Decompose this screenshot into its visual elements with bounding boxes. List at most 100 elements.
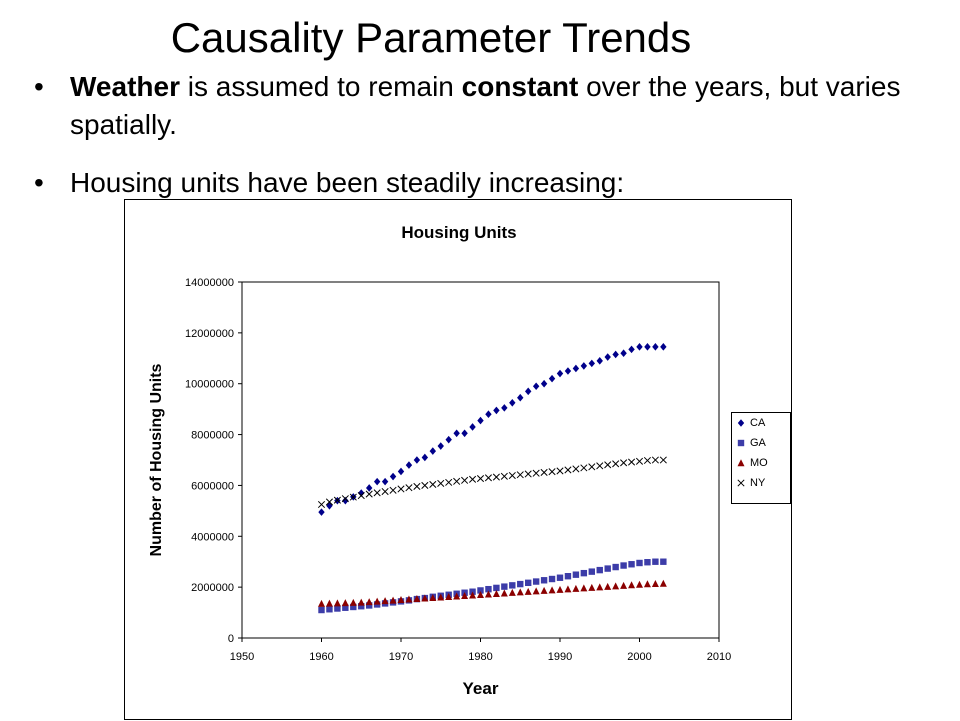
data-point-mo — [469, 591, 477, 599]
data-point-mo — [333, 599, 341, 607]
data-point-ny — [659, 456, 667, 464]
data-point-mo — [612, 582, 620, 590]
data-point-mo — [421, 594, 429, 602]
data-point-mo — [564, 585, 572, 593]
data-point-ny — [524, 470, 532, 478]
data-point-ga — [501, 583, 508, 590]
data-point-ca — [588, 359, 595, 368]
data-point-mo — [492, 589, 500, 597]
data-point-ny — [317, 500, 326, 509]
data-point-ca — [525, 387, 532, 396]
data-point-ny — [389, 486, 397, 494]
data-point-ny — [564, 466, 572, 474]
legend-label-ny: NY — [750, 477, 766, 489]
data-point-ga — [493, 584, 500, 592]
x-tick-label: 1980 — [468, 651, 492, 663]
data-point-ga — [636, 559, 643, 567]
data-point-mo — [596, 583, 604, 591]
bullet-weather-text: Weather is assumed to remain constant ov… — [70, 68, 914, 144]
data-point-ny-stroke — [445, 478, 453, 486]
x-tick-label: 1960 — [309, 651, 333, 663]
data-point-ga — [556, 574, 564, 581]
data-point-ny — [373, 489, 381, 497]
data-point-ca — [381, 477, 389, 486]
data-point-ny-stroke — [651, 456, 659, 464]
legend-marker-shape-ga — [737, 439, 745, 447]
data-point-ny — [643, 456, 652, 465]
data-point-ny-stroke — [421, 481, 429, 489]
data-point-ny-stroke — [524, 470, 532, 478]
data-point-ca — [596, 357, 603, 365]
data-point-ny-stroke — [635, 457, 644, 465]
data-point-ga — [564, 573, 572, 580]
legend-marker-ga — [737, 439, 745, 447]
data-point-ny-stroke — [620, 459, 628, 467]
bullet-weather-part-2: constant — [461, 71, 579, 102]
data-point-ca — [397, 467, 405, 476]
data-point-ny — [588, 463, 596, 471]
data-point-ca — [501, 404, 508, 412]
data-point-mo — [548, 586, 556, 594]
data-point-mo — [628, 581, 636, 589]
data-point-ny — [635, 457, 644, 465]
data-point-ca — [628, 345, 635, 354]
data-point-mo — [413, 595, 421, 603]
data-point-ny-stroke — [413, 482, 421, 490]
data-point-mo — [556, 585, 564, 593]
data-point-ny — [341, 495, 349, 503]
data-point-mo — [500, 589, 508, 597]
y-tick-label: 4000000 — [191, 531, 234, 543]
data-point-ny-stroke — [484, 474, 493, 482]
data-point-ny-stroke — [612, 460, 620, 468]
data-point-ca — [358, 489, 365, 497]
data-point-ny — [508, 471, 516, 480]
data-point-ny-stroke — [588, 463, 596, 471]
data-point-ca — [644, 343, 651, 351]
data-point-mo — [397, 596, 405, 604]
data-point-ny — [572, 465, 580, 473]
legend-marker-ny — [737, 479, 745, 487]
data-point-ny — [421, 481, 429, 489]
data-point-mo — [373, 597, 381, 605]
data-point-ny — [325, 498, 334, 506]
data-point-ga — [517, 580, 524, 588]
legend-marker-shape-mo — [737, 459, 745, 467]
data-point-ga — [644, 559, 651, 566]
data-point-ny — [492, 473, 500, 481]
data-point-mo — [643, 580, 651, 588]
data-point-ny-stroke — [373, 489, 381, 497]
data-point-mo — [484, 590, 492, 598]
slide-title: Causality Parameter Trends — [170, 14, 692, 61]
data-point-mo — [341, 599, 349, 607]
y-tick-label: 10000000 — [185, 379, 234, 391]
data-point-ga — [532, 578, 540, 585]
data-point-ga — [525, 579, 532, 587]
legend-item-mo: MO — [732, 453, 790, 473]
legend-label-mo: MO — [750, 457, 768, 469]
data-point-mo — [524, 587, 532, 595]
legend-marker-shape-ny-stroke — [737, 479, 745, 487]
y-tick-label: 8000000 — [191, 430, 234, 442]
data-point-ny-stroke — [556, 467, 564, 475]
bullet-dot: • — [34, 167, 44, 198]
data-point-mo — [604, 582, 612, 590]
data-point-ny — [556, 467, 564, 475]
y-tick-label: 6000000 — [191, 480, 234, 492]
data-point-ca — [652, 343, 659, 351]
data-point-ca — [437, 442, 444, 450]
y-tick-label: 14000000 — [185, 277, 234, 289]
data-point-ny — [461, 476, 469, 484]
data-point-ga — [580, 569, 588, 577]
data-point-mo — [429, 594, 437, 602]
data-point-ny-stroke — [492, 473, 500, 481]
data-point-ny-stroke — [500, 472, 508, 480]
data-point-mo — [651, 580, 659, 588]
data-point-ca — [342, 496, 349, 505]
chart-canvas: Housing Units 0 2000000 4000000 6000000 80000… — [148, 223, 731, 698]
data-point-ny-stroke — [365, 490, 373, 498]
data-point-ca — [469, 423, 476, 431]
data-point-mo — [659, 579, 667, 587]
data-point-mo — [437, 593, 445, 601]
data-point-ny-stroke — [357, 492, 365, 500]
data-point-ny-stroke — [429, 480, 437, 488]
